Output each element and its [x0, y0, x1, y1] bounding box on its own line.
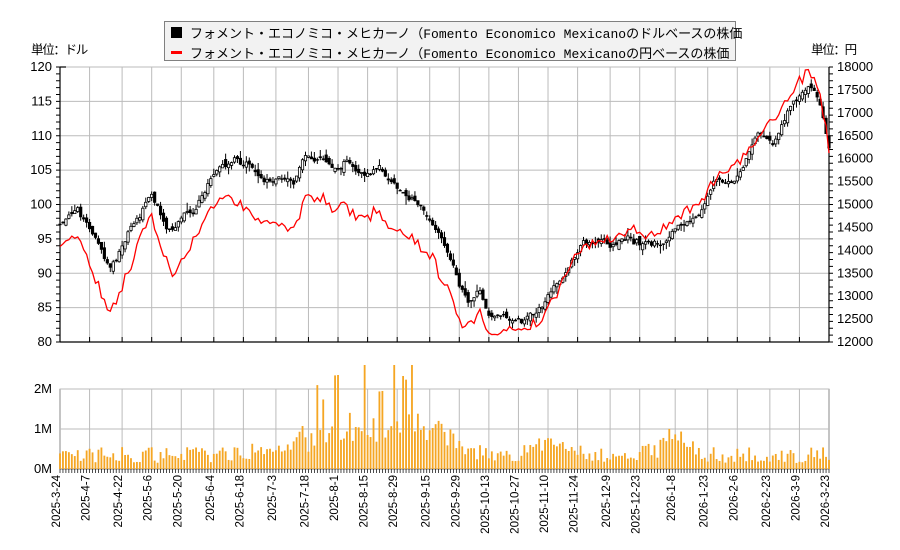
svg-text:2026-2-23: 2026-2-23 [761, 475, 773, 527]
svg-text:17500: 17500 [837, 82, 873, 97]
svg-text:15000: 15000 [837, 197, 873, 212]
svg-text:95: 95 [38, 231, 52, 246]
svg-text:14500: 14500 [837, 219, 873, 234]
svg-text:2025-7-18: 2025-7-18 [299, 475, 311, 527]
svg-text:13000: 13000 [837, 288, 873, 303]
svg-text:105: 105 [30, 162, 52, 177]
svg-text:2025-3-24: 2025-3-24 [51, 474, 63, 527]
svg-text:0M: 0M [34, 461, 52, 476]
svg-text:115: 115 [31, 93, 52, 108]
svg-text:12500: 12500 [837, 311, 873, 326]
svg-text:85: 85 [38, 300, 52, 315]
svg-text:13500: 13500 [837, 265, 873, 280]
svg-text:2025-6-18: 2025-6-18 [234, 475, 246, 527]
svg-text:2025-6-4: 2025-6-4 [205, 474, 217, 521]
svg-text:2025-11-24: 2025-11-24 [569, 474, 581, 533]
svg-text:2025-8-1: 2025-8-1 [329, 475, 341, 521]
svg-text:2025-9-29: 2025-9-29 [450, 475, 462, 527]
svg-text:2026-1-8: 2026-1-8 [666, 475, 678, 521]
svg-text:2026-3-9: 2026-3-9 [790, 475, 802, 521]
svg-text:16500: 16500 [837, 128, 873, 143]
svg-text:2025-8-15: 2025-8-15 [359, 475, 371, 527]
svg-text:1M: 1M [34, 421, 52, 436]
svg-text:90: 90 [38, 265, 52, 280]
svg-text:2025-11-10: 2025-11-10 [539, 475, 551, 533]
svg-text:16000: 16000 [837, 151, 873, 166]
svg-text:2025-4-7: 2025-4-7 [81, 475, 93, 521]
svg-text:17000: 17000 [837, 105, 873, 120]
svg-text:12000: 12000 [837, 334, 873, 349]
svg-text:80: 80 [38, 334, 52, 349]
svg-text:2025-10-27: 2025-10-27 [509, 475, 521, 534]
svg-text:18000: 18000 [837, 59, 873, 74]
svg-text:2025-9-15: 2025-9-15 [421, 475, 433, 527]
svg-text:2026-3-23: 2026-3-23 [820, 475, 832, 527]
svg-text:2025-7-3: 2025-7-3 [267, 475, 279, 521]
svg-text:2026-1-23: 2026-1-23 [699, 475, 711, 527]
svg-text:2025-12-9: 2025-12-9 [601, 475, 613, 527]
svg-text:15500: 15500 [837, 174, 873, 189]
svg-text:2026-2-6: 2026-2-6 [728, 475, 740, 521]
svg-text:2025-8-29: 2025-8-29 [388, 475, 400, 527]
svg-text:2025-4-22: 2025-4-22 [113, 475, 125, 527]
svg-text:100: 100 [30, 197, 52, 212]
svg-text:2025-12-23: 2025-12-23 [631, 475, 643, 534]
svg-text:2025-10-13: 2025-10-13 [480, 475, 492, 534]
svg-text:14000: 14000 [837, 242, 873, 257]
svg-text:2025-5-20: 2025-5-20 [172, 475, 184, 527]
svg-text:2M: 2M [34, 381, 52, 396]
svg-text:120: 120 [30, 59, 52, 74]
svg-text:2025-5-6: 2025-5-6 [143, 475, 155, 521]
svg-text:110: 110 [31, 128, 52, 143]
